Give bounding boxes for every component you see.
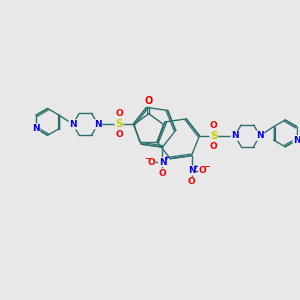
Text: O: O	[159, 169, 166, 178]
Text: S: S	[115, 119, 123, 129]
Text: O: O	[210, 142, 218, 151]
Text: N: N	[159, 158, 166, 166]
Text: N: N	[94, 120, 102, 129]
Text: O: O	[188, 177, 195, 186]
Text: N: N	[256, 131, 264, 140]
Text: S: S	[210, 131, 218, 141]
Text: N: N	[188, 166, 195, 175]
Text: −: −	[203, 162, 210, 171]
Text: N: N	[231, 131, 239, 140]
Text: O: O	[145, 96, 153, 106]
Text: N: N	[69, 120, 77, 129]
Text: O: O	[199, 166, 207, 175]
Text: +: +	[193, 164, 199, 169]
Text: N: N	[32, 124, 40, 133]
Text: −: −	[144, 154, 151, 163]
Text: O: O	[210, 121, 218, 130]
Text: O: O	[115, 130, 123, 139]
Text: +: +	[164, 155, 169, 161]
Text: O: O	[115, 110, 123, 118]
Text: O: O	[147, 158, 155, 166]
Text: N: N	[293, 136, 300, 145]
